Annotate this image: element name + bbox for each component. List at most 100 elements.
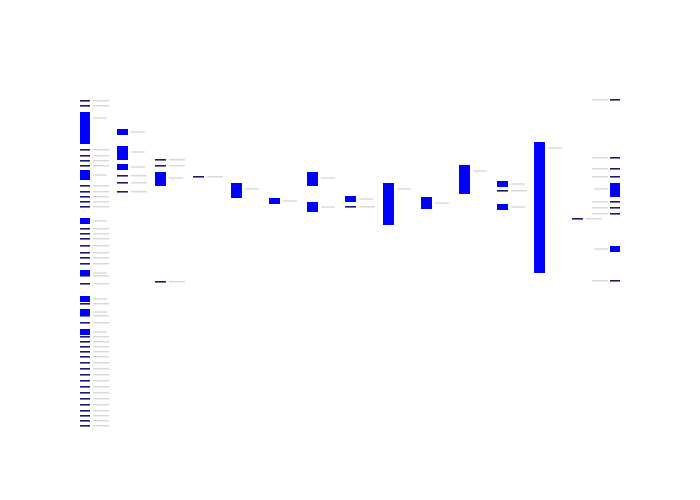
node-label-placeholder (321, 177, 335, 179)
flow-node (80, 356, 90, 358)
flow-node (117, 191, 128, 193)
flow-node (80, 315, 90, 317)
node-label-placeholder (93, 415, 109, 417)
flow-node (80, 218, 90, 224)
node-label-placeholder (93, 201, 109, 203)
flow-node (610, 280, 620, 282)
node-label-placeholder (131, 151, 145, 153)
flow-node (80, 410, 90, 412)
flow-node (80, 149, 90, 151)
node-label-placeholder (93, 374, 109, 376)
node-label-placeholder (592, 176, 608, 178)
flow-node (421, 197, 432, 209)
node-label-placeholder (359, 206, 375, 208)
node-label-placeholder (93, 228, 109, 230)
node-label-placeholder (93, 356, 109, 358)
flow-node (610, 176, 620, 178)
flow-node (80, 228, 90, 230)
node-label-placeholder (473, 170, 487, 172)
node-label-placeholder (93, 392, 109, 394)
node-label-placeholder (93, 100, 109, 102)
node-label-placeholder (93, 206, 109, 208)
node-label-placeholder (169, 281, 185, 283)
node-label-placeholder (93, 105, 109, 107)
node-label-placeholder (93, 196, 109, 198)
node-label-placeholder (592, 207, 608, 209)
flow-node (80, 329, 90, 335)
node-label-placeholder (397, 188, 411, 190)
flow-node (80, 415, 90, 417)
flow-node (117, 129, 128, 135)
node-label-placeholder (93, 404, 109, 406)
node-label-placeholder (93, 160, 109, 162)
flow-node (80, 100, 90, 102)
node-label-placeholder (586, 218, 602, 220)
flow-node (497, 181, 508, 187)
flow-node (80, 322, 90, 324)
flow-node (80, 398, 90, 400)
flow-node (80, 270, 90, 276)
flow-node (80, 336, 90, 338)
flow-node (80, 245, 90, 247)
node-label-placeholder (93, 341, 109, 343)
node-label-placeholder (93, 346, 109, 348)
flow-node (534, 142, 545, 273)
node-label-placeholder (93, 185, 109, 187)
node-label-placeholder (245, 188, 259, 190)
flow-node (155, 172, 166, 186)
flow-node (610, 213, 620, 215)
flow-node (80, 346, 90, 348)
flow-node (117, 164, 128, 170)
flow-node (193, 176, 204, 178)
flow-node (80, 275, 90, 277)
flow-node (307, 172, 318, 186)
node-label-placeholder (93, 425, 109, 427)
flow-node (80, 238, 90, 240)
node-label-placeholder (169, 165, 185, 167)
node-label-placeholder (131, 131, 145, 133)
node-label-placeholder (93, 298, 107, 300)
flow-node (80, 165, 90, 167)
flow-node (80, 257, 90, 259)
node-label-placeholder (594, 248, 608, 250)
node-label-placeholder (131, 182, 147, 184)
flow-node (117, 175, 128, 177)
flow-node (117, 146, 128, 160)
flow-node (80, 170, 90, 180)
flow-node (80, 309, 90, 315)
node-label-placeholder (511, 190, 527, 192)
node-label-placeholder (93, 398, 109, 400)
node-label-placeholder (594, 188, 608, 190)
flow-node (610, 207, 620, 209)
node-label-placeholder (207, 176, 223, 178)
flow-node (80, 112, 90, 144)
flow-node (155, 159, 166, 161)
node-label-placeholder (93, 245, 109, 247)
node-label-placeholder (283, 200, 297, 202)
node-label-placeholder (511, 206, 525, 208)
flow-node (80, 252, 90, 254)
node-label-placeholder (93, 420, 109, 422)
flow-node (80, 191, 90, 193)
flow-node (345, 206, 356, 208)
node-label-placeholder (169, 159, 185, 161)
node-label-placeholder (93, 263, 109, 265)
flow-node (80, 368, 90, 370)
flow-node (345, 196, 356, 202)
node-label-placeholder (321, 206, 335, 208)
node-label-placeholder (131, 166, 145, 168)
flow-node (80, 160, 90, 162)
flow-node (80, 296, 90, 302)
node-label-placeholder (93, 238, 109, 240)
node-label-placeholder (93, 331, 107, 333)
node-label-placeholder (93, 351, 109, 353)
flow-node (307, 202, 318, 212)
node-label-placeholder (93, 386, 109, 388)
flow-node (269, 198, 280, 204)
flow-node (80, 341, 90, 343)
flow-node (80, 392, 90, 394)
flow-node (610, 157, 620, 159)
node-label-placeholder (93, 362, 109, 364)
node-label-placeholder (93, 252, 109, 254)
